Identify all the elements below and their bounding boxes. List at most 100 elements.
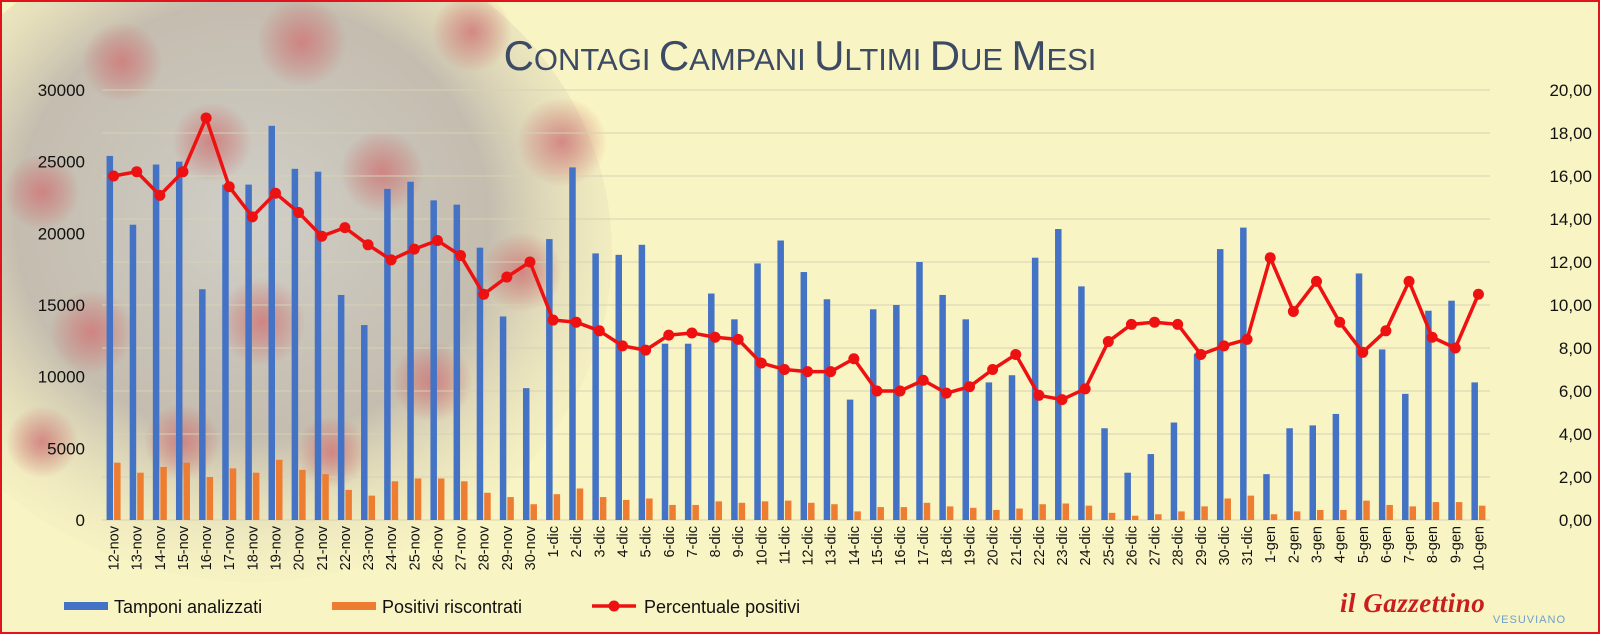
x-tick-label: 21-nov — [315, 525, 331, 570]
x-tick-label: 4-gen — [1333, 526, 1349, 563]
bar-positivi — [576, 488, 584, 520]
bar-positivi — [137, 472, 144, 520]
bar-tamponi — [106, 155, 114, 520]
bar-positivi — [1062, 503, 1070, 520]
bar-positivi — [715, 501, 723, 520]
x-tick-label: 30-dic — [1217, 526, 1233, 566]
left-tick-label: 15000 — [38, 296, 85, 315]
left-tick-label: 30000 — [38, 81, 85, 100]
right-tick-label: 2,00 — [1559, 468, 1592, 487]
x-tick-label: 29-dic — [1194, 526, 1210, 566]
bar-tamponi — [962, 319, 969, 520]
bar-positivi — [1016, 508, 1023, 520]
percentuale-point — [408, 243, 420, 255]
bar-positivi — [206, 477, 214, 520]
percentuale-point — [1357, 346, 1369, 358]
bar-positivi — [1155, 514, 1162, 520]
percentuale-point — [362, 239, 374, 251]
watermark-subtitle: VESUVIANO — [1492, 614, 1566, 626]
bar-positivi — [761, 501, 769, 520]
percentuale-point — [177, 166, 189, 178]
bar-tamponi — [569, 167, 576, 520]
percentuale-point — [108, 170, 120, 182]
bar-tamponi — [800, 272, 808, 520]
right-axis-ticks: 0,00 2,00 4,00 6,00 8,00 10,00 12,00 14,00 16,00… — [1549, 81, 1592, 530]
percentuale-point — [1033, 389, 1045, 401]
bar-tamponi — [916, 262, 923, 520]
bar-tamponi — [291, 168, 299, 521]
bar-tamponi — [1101, 428, 1108, 520]
bar-positivi — [1085, 505, 1093, 520]
bar-positivi — [553, 494, 561, 520]
x-tick-label: 29-nov — [500, 525, 516, 570]
bar-tamponi — [476, 247, 484, 520]
percentuale-point — [1241, 333, 1253, 345]
percentuale-point — [478, 288, 490, 300]
bar-tamponi — [361, 325, 368, 520]
bar-positivi — [993, 509, 1000, 520]
x-tick-label: 27-nov — [454, 525, 470, 570]
bar-positivi — [1293, 511, 1301, 520]
bar-tamponi — [546, 239, 553, 521]
bar-tamponi — [245, 184, 252, 520]
bar-tamponi — [638, 244, 646, 521]
percentuale-point — [686, 327, 698, 339]
right-tick-label: 20,00 — [1549, 81, 1592, 100]
virus-spike-blob — [82, 22, 162, 102]
bar-tamponi — [1402, 393, 1409, 520]
virus-spike-blob — [218, 278, 306, 366]
bar-tamponi — [592, 253, 599, 520]
chart-title: CONTAGI CAMPANI ULTIMI DUE MESI — [504, 32, 1097, 79]
right-tick-label: 0,00 — [1559, 511, 1592, 530]
grid-lines — [102, 89, 1490, 521]
legend: Tamponi analizzati Positivi riscontrati … — [64, 597, 800, 617]
bar-positivi — [345, 489, 352, 520]
bar-positivi — [114, 462, 121, 520]
x-tick-label: 3-gen — [1310, 526, 1326, 563]
bar-tamponi — [1170, 422, 1178, 520]
bar-positivi — [391, 481, 399, 520]
x-tick-label: 7-gen — [1402, 526, 1418, 563]
bar-positivi — [923, 502, 931, 520]
percentuale-point — [940, 387, 952, 399]
bar-tamponi — [430, 200, 437, 520]
virus-spike-blob — [517, 97, 607, 187]
bar-positivi — [160, 466, 167, 520]
percentuale-point — [1079, 383, 1091, 395]
percentuale-point — [1102, 336, 1114, 348]
bar-positivi — [623, 499, 630, 520]
bar-positivi — [1455, 502, 1463, 520]
bar-tamponi — [129, 224, 137, 520]
legend-label-percentuale: Percentuale positivi — [644, 597, 800, 617]
left-tick-label: 0 — [76, 511, 85, 530]
right-tick-label: 10,00 — [1549, 296, 1592, 315]
bar-tamponi — [684, 343, 692, 520]
bar-positivi — [1247, 495, 1255, 520]
x-tick-label: 25-nov — [407, 525, 423, 570]
x-tick-label: 9-dic — [731, 526, 747, 557]
x-tick-label: 17-nov — [222, 525, 238, 570]
left-tick-label: 10000 — [38, 368, 85, 387]
bar-positivi — [1386, 504, 1393, 520]
percentuale-point — [871, 385, 883, 397]
bar-tamponi — [1240, 227, 1247, 520]
left-axis-ticks: 0 5000 10000 15000 20000 25000 30000 — [38, 81, 85, 530]
percentuale-point — [1172, 318, 1184, 330]
percentuale-point — [640, 344, 652, 356]
bar-tamponi — [615, 254, 622, 521]
bar-positivi — [530, 504, 537, 520]
bar-tamponi — [1078, 286, 1085, 520]
x-tick-label: 2-dic — [569, 526, 585, 557]
bar-positivi — [877, 507, 884, 520]
percentuale-point — [385, 254, 397, 266]
right-tick-label: 12,00 — [1549, 253, 1592, 272]
x-tick-label: 23-nov — [361, 525, 377, 570]
percentuale-point — [617, 340, 628, 352]
bar-tamponi — [1193, 353, 1201, 520]
percentuale-point — [755, 357, 767, 369]
x-tick-label: 17-dic — [916, 526, 932, 566]
bar-positivi — [484, 492, 491, 520]
bar-tamponi — [337, 294, 345, 520]
percentuale-point — [223, 181, 235, 193]
